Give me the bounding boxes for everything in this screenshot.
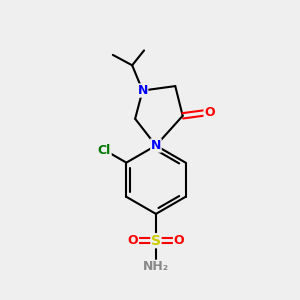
Text: NH₂: NH₂ (143, 260, 169, 273)
Text: N: N (137, 84, 148, 97)
Text: O: O (173, 234, 184, 247)
Text: N: N (151, 139, 161, 152)
Text: O: O (204, 106, 215, 119)
Text: S: S (151, 234, 161, 248)
Text: O: O (128, 234, 138, 247)
Text: Cl: Cl (98, 143, 111, 157)
